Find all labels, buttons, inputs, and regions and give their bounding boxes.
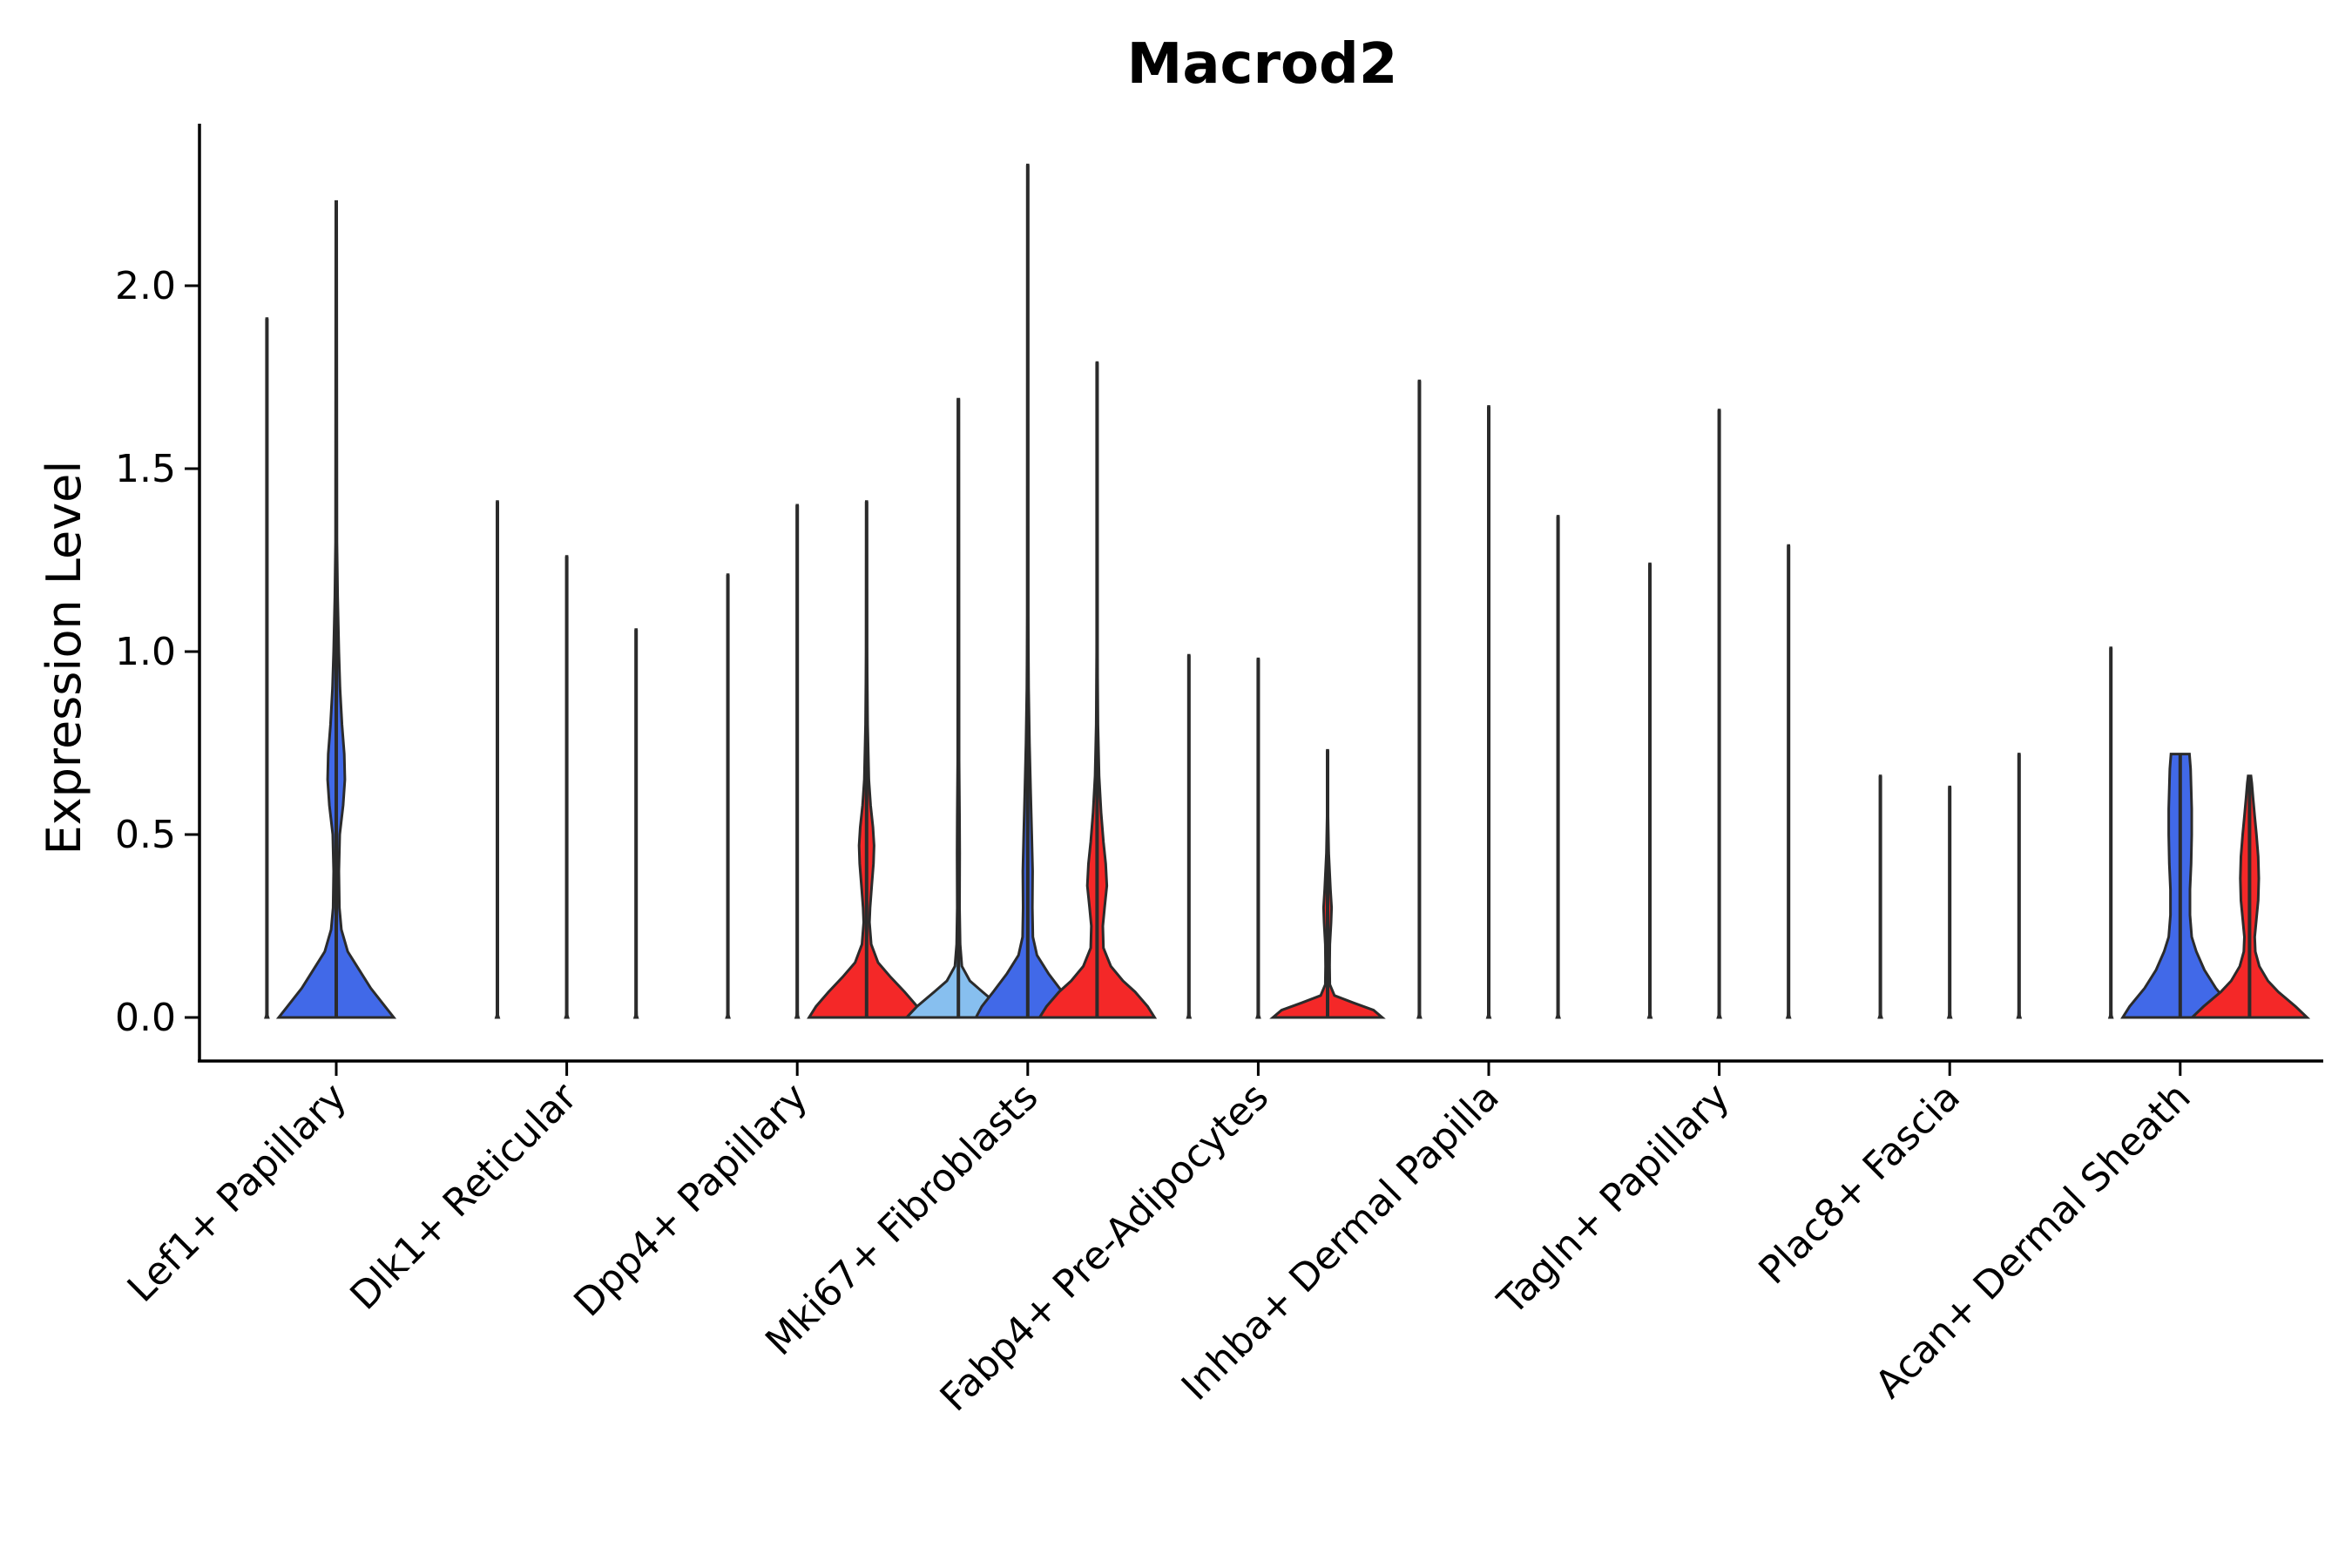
chart-title: Macrod2 <box>1127 32 1398 97</box>
x-tick-label: Dpp4+ Papillary <box>565 1075 816 1326</box>
y-axis-label: Expression Level <box>37 461 91 855</box>
x-tick-label: Lef1+ Papillary <box>119 1075 355 1311</box>
violin-layer <box>264 163 2311 1019</box>
y-tick-label: 2.0 <box>115 264 176 308</box>
y-tick-label: 0.0 <box>115 996 176 1040</box>
x-tick-label: Plac8+ Fascia <box>1750 1075 1969 1294</box>
x-tick-label: Dlk1+ Reticular <box>341 1074 586 1319</box>
y-tick-label: 1.5 <box>115 447 176 491</box>
x-tick-label: Tagln+ Papillary <box>1489 1075 1738 1324</box>
y-tick-label: 0.5 <box>115 813 176 857</box>
y-axis-ticks: 0.0 0.5 1.0 1.5 2.0 <box>115 264 199 1040</box>
y-tick-label: 1.0 <box>115 630 176 674</box>
